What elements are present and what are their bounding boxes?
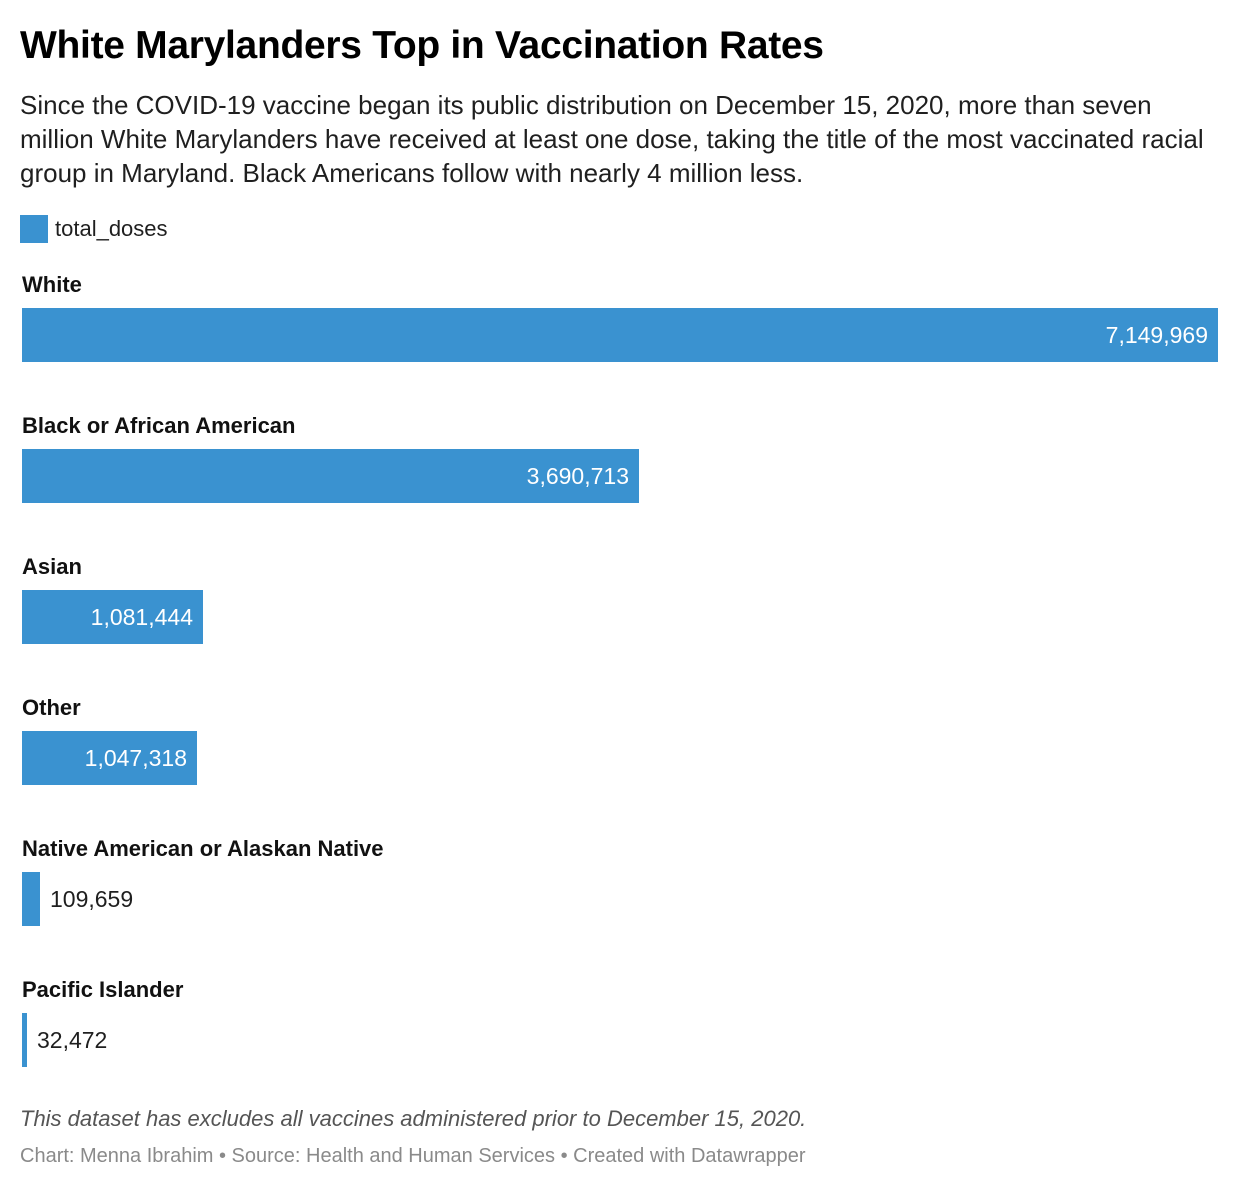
category-label-asian: Asian — [22, 554, 82, 579]
bar-chart-area: White 7,149,969 Black or African American 3… — [22, 0, 1218, 1100]
category-label-white: White — [22, 272, 82, 297]
category-label-other: Other — [22, 695, 81, 720]
chart-byline: Chart: Menna Ibrahim • Source: Health an… — [20, 1145, 806, 1167]
value-label-other: 1,047,318 — [84, 745, 187, 771]
chart-title: White Marylanders Top in Vaccination Rat… — [20, 24, 824, 67]
bar-other — [22, 731, 197, 785]
legend-label: total_doses — [55, 216, 168, 241]
chart-notes: This dataset has excludes all vaccines a… — [20, 1106, 807, 1131]
category-label-native-american-or-alaskan-native: Native American or Alaskan Native — [22, 836, 384, 861]
category-label-pacific-islander: Pacific Islander — [22, 977, 184, 1002]
bar-native-american-or-alaskan-native — [22, 872, 40, 926]
value-label-pacific-islander: 32,472 — [37, 1027, 108, 1053]
bar-white — [22, 308, 1218, 362]
value-label-asian: 1,081,444 — [90, 604, 193, 630]
chart-subtitle: Since the COVID-19 vaccine began its pub… — [20, 90, 1204, 188]
value-label-black-or-african-american: 3,690,713 — [526, 463, 629, 489]
category-label-black-or-african-american: Black or African American — [22, 413, 296, 438]
chart-legend: total_doses — [20, 214, 168, 244]
bar-pacific-islander — [22, 1013, 27, 1067]
value-label-white: 7,149,969 — [1105, 322, 1208, 348]
bar-asian — [22, 590, 203, 644]
legend-swatch — [20, 215, 48, 243]
value-label-native-american-or-alaskan-native: 109,659 — [50, 886, 134, 912]
bar-black-or-african-american — [22, 449, 639, 503]
